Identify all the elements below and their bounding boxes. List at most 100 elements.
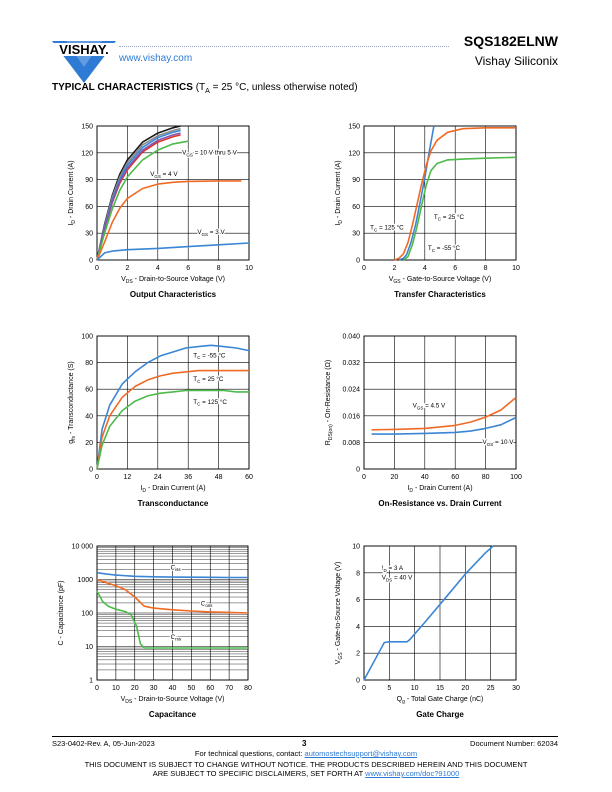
plot-frame	[96, 125, 250, 261]
section-condition-pre: (T	[192, 82, 206, 93]
x-tick-label: 8	[217, 265, 221, 272]
series-line-1	[96, 571, 248, 579]
x-axis-label: VGS - Gate-to-Source Voltage (V)	[389, 276, 492, 285]
y-tick-label: 120	[348, 150, 360, 157]
disclaimer-line-2: ARE SUBJECT TO SPECIFIC DISCLAIMERS, SET…	[0, 769, 612, 778]
x-axis-label: ID - Drain Current (A)	[407, 485, 472, 494]
x-tick-label: 0	[362, 474, 366, 481]
series-annotation: TC = -55 °C	[193, 351, 226, 360]
series-line-1	[96, 344, 250, 470]
x-tick-label: 8	[484, 265, 488, 272]
series-annotation: Ciss	[171, 564, 182, 572]
section-condition-sub: A	[205, 88, 210, 95]
y-tick-label: 100	[81, 334, 93, 341]
vishay-logo[interactable]: VISHAY.	[52, 37, 116, 83]
y-tick-label: 0	[356, 258, 360, 265]
y-tick-label: 1	[89, 678, 93, 685]
x-tick-label: 10	[512, 265, 520, 272]
x-tick-label: 60	[245, 474, 253, 481]
x-tick-label: 0	[95, 685, 99, 692]
x-tick-label: 40	[169, 685, 177, 692]
header-dotted-rule	[119, 46, 449, 47]
x-tick-label: 100	[510, 474, 522, 481]
series-annotation: VGS = 10 V thru 5 V	[182, 150, 237, 158]
x-tick-label: 50	[187, 685, 195, 692]
x-tick-label: 25	[487, 685, 495, 692]
series-annotation: ID = 3 A	[382, 565, 404, 573]
chart-title: Capacitance	[149, 710, 197, 719]
y-tick-label: 40	[85, 413, 93, 420]
x-axis-label: VDS - Drain-to-Source Voltage (V)	[121, 276, 225, 285]
chart-title: Transfer Characteristics	[394, 290, 486, 299]
x-tick-label: 6	[186, 265, 190, 272]
x-axis-label: ID - Drain Current (A)	[140, 485, 205, 494]
contact-prefix: For technical questions, contact:	[194, 749, 305, 758]
y-tick-label: 30	[85, 231, 93, 238]
y-tick-label: 1000	[77, 577, 93, 584]
header-url-link[interactable]: www.vishay.com	[119, 53, 193, 64]
x-tick-label: 20	[131, 685, 139, 692]
series-line-2	[96, 127, 181, 261]
series-line-2	[96, 578, 249, 614]
y-tick-label: 60	[85, 387, 93, 394]
series-annotation: VDS = 40 V	[382, 575, 413, 583]
x-tick-label: 6	[453, 265, 457, 272]
chart-4: 0 20 40 60 80 100 0 0.008 0.016 0.024 0.032 0.040 VG…	[325, 334, 522, 509]
disclaimer-prefix: ARE SUBJECT TO SPECIFIC DISCLAIMERS, SET…	[152, 769, 366, 778]
chart-title: On-Resistance vs. Drain Current	[378, 499, 501, 508]
section-heading: TYPICAL CHARACTERISTICS (TA = 25 °C, unl…	[52, 82, 358, 95]
series-annotation: VGS = 3 V	[197, 229, 225, 237]
part-number: SQS182ELNW	[463, 33, 558, 49]
y-tick-label: 0	[89, 258, 93, 265]
company-name: Vishay Siliconix	[474, 54, 558, 68]
disclaimer-line-1: THIS DOCUMENT IS SUBJECT TO CHANGE WITHO…	[84, 760, 528, 769]
y-tick-label: 60	[352, 204, 360, 211]
y-tick-label: 0.032	[342, 360, 360, 367]
x-tick-label: 10	[112, 685, 120, 692]
plot-frame	[96, 335, 250, 470]
series-annotation: Coss	[201, 600, 213, 608]
series-annotation: VGS = 4.5 V	[413, 402, 446, 410]
y-axis-label: gfs - Transconductance (S)	[68, 361, 77, 444]
series-annotation: VGS = 10 V	[483, 439, 515, 447]
x-tick-label: 4	[423, 265, 427, 272]
series-line-3	[403, 156, 517, 261]
y-tick-label: 0	[89, 467, 93, 474]
chart-title: Gate Charge	[416, 710, 464, 719]
x-tick-label: 60	[206, 685, 214, 692]
x-tick-label: 20	[391, 474, 399, 481]
brand-wordmark: VISHAY.	[59, 42, 108, 57]
x-tick-label: 12	[124, 474, 132, 481]
document-number: Document Number: 62034	[470, 739, 558, 748]
disclaimer-url-link[interactable]: www.vishay.com/doc?91000	[365, 769, 460, 778]
series-line-1	[363, 545, 494, 681]
series-annotation: TC = 25 °C	[193, 375, 224, 384]
plot-frame	[363, 545, 517, 681]
x-tick-label: 4	[156, 265, 160, 272]
y-axis-label: ID - Drain Current (A)	[68, 160, 77, 225]
x-tick-label: 24	[154, 474, 162, 481]
y-axis-label: VGS - Gate-to-Source Voltage (V)	[335, 562, 344, 665]
chart-3: 0 12 24 36 48 60 0 20 40 60 80 100 TC = -55 °C TC = 2…	[68, 334, 253, 509]
series-line-5	[96, 132, 181, 261]
series-line-8	[96, 242, 250, 261]
chart-title: Transconductance	[138, 499, 209, 508]
y-tick-label: 20	[85, 440, 93, 447]
contact-email-link[interactable]: automostechsupport@vishay.com	[304, 749, 418, 758]
x-tick-label: 30	[150, 685, 158, 692]
section-condition-post: = 25 °C, unless otherwise noted)	[209, 82, 358, 93]
x-tick-label: 5	[387, 685, 391, 692]
y-tick-label: 2	[356, 651, 360, 658]
y-axis-label: RDS(on) - On-Resistance (Ω)	[325, 360, 334, 445]
y-tick-label: 0.016	[342, 413, 360, 420]
series-line-3	[96, 590, 248, 649]
plot-frame	[363, 335, 517, 470]
x-tick-label: 80	[244, 685, 252, 692]
x-axis-label: VDS - Drain-to-Source Voltage (V)	[121, 696, 225, 705]
series-annotation: VGS = 4 V	[150, 171, 178, 179]
contact-line: For technical questions, contact: automo…	[0, 749, 612, 758]
series-annotation: TC = 125 °C	[370, 224, 404, 233]
y-tick-label: 4	[356, 624, 360, 631]
x-tick-label: 30	[512, 685, 520, 692]
